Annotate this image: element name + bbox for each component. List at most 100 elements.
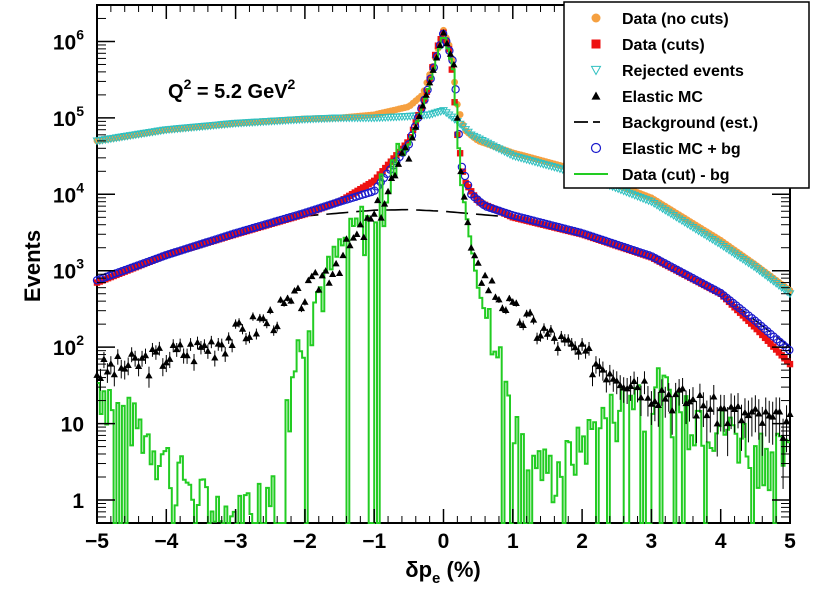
elastic-mc-marker: [533, 334, 541, 341]
rejected-events-marker: [441, 109, 451, 118]
elastic-mc-marker: [647, 400, 655, 407]
elastic-mc-marker: [529, 316, 538, 323]
elastic-mc-marker: [131, 354, 139, 361]
elastic-mc-marker: [581, 347, 590, 354]
x-tick-label: 1: [507, 530, 519, 553]
elastic-mc-marker: [464, 218, 472, 226]
data-cuts-marker: [431, 51, 439, 59]
x-axis-title: δpe (%): [405, 557, 480, 587]
elastic-mc-marker: [329, 270, 337, 278]
y-tick-exponent: 2: [76, 332, 84, 348]
elastic-mc-marker: [349, 234, 358, 241]
elastic-mc-marker: [578, 340, 586, 347]
elastic-mc-marker: [557, 332, 565, 340]
rejected-events-marker: [755, 267, 764, 276]
elastic-mc-marker: [713, 419, 721, 427]
elastic-mc-marker: [422, 91, 430, 98]
elastic-mc-marker: [595, 362, 604, 370]
elastic-mc-marker: [658, 386, 666, 393]
rejected-events-marker: [780, 286, 789, 295]
elastic-mc-marker: [540, 324, 548, 331]
rejected-events-marker: [530, 158, 540, 167]
y-tick-label: 102: [53, 332, 84, 360]
rejected-events-marker: [516, 154, 526, 163]
elastic-mc-marker: [682, 399, 690, 407]
rejected-events-marker: [768, 277, 778, 286]
elastic-mc-marker: [644, 394, 652, 401]
elastic-mc-marker: [221, 350, 229, 357]
elastic-mc-marker: [651, 397, 659, 405]
elastic-mc-marker: [346, 241, 354, 249]
x-tick-label: 4: [715, 530, 727, 553]
elastic-mc-bg-marker: [454, 129, 463, 139]
elastic-mc-marker: [426, 78, 434, 86]
elastic-mc-marker: [460, 193, 468, 200]
elastic-mc-marker: [374, 196, 382, 204]
rejected-events-marker: [533, 159, 543, 168]
elastic-mc-marker: [526, 309, 534, 316]
elastic-mc-marker: [93, 371, 101, 378]
rejected-events-marker: [766, 275, 776, 284]
elastic-mc-marker: [398, 149, 406, 156]
elastic-mc-marker: [162, 358, 170, 366]
elastic-mc-marker: [367, 215, 375, 222]
elastic-mc-marker: [703, 411, 711, 419]
x-tick-label: −1: [362, 530, 386, 553]
elastic-mc-marker: [235, 318, 243, 326]
elastic-mc-marker: [249, 312, 257, 320]
elastic-mc-marker: [110, 370, 118, 378]
elastic-mc-marker: [678, 384, 687, 392]
rejected-events-marker: [641, 196, 651, 205]
rejected-events-marker: [746, 261, 756, 270]
rejected-events-marker: [638, 195, 648, 204]
rejected-events-marker: [635, 194, 645, 203]
elastic-mc-marker: [145, 371, 153, 379]
elastic-mc-marker: [661, 395, 669, 402]
rejected-events-marker: [508, 152, 518, 161]
elastic-mc-marker: [432, 54, 441, 61]
elastic-mc-marker: [762, 407, 770, 415]
elastic-mc-marker: [751, 405, 759, 412]
elastic-mc-marker: [155, 344, 163, 351]
rejected-events-marker: [458, 123, 468, 132]
elastic-mc-marker: [318, 271, 326, 279]
y-tick-base: 10: [53, 108, 76, 131]
rejected-events-marker: [527, 157, 537, 166]
y-tick-base: 10: [53, 31, 76, 54]
legend-swatch-rejected-events: [590, 65, 602, 76]
elastic-mc-marker: [405, 155, 413, 162]
q2-annotation: Q2 = 5.2 GeV2: [168, 76, 296, 103]
elastic-mc-marker: [689, 395, 697, 403]
elastic-mc-marker: [394, 160, 403, 167]
elastic-mc-marker: [640, 377, 649, 384]
elastic-mc-marker: [186, 340, 195, 347]
elastic-mc-marker: [720, 404, 728, 412]
elastic-mc-marker: [114, 352, 122, 359]
x-tick-label: −4: [154, 530, 178, 553]
rejected-events-marker: [622, 188, 631, 197]
rejected-events-marker: [447, 113, 457, 122]
elastic-mc-marker: [498, 304, 507, 312]
elastic-mc-marker: [668, 406, 676, 414]
x-tick-label: −5: [85, 530, 109, 553]
elastic-mc-marker: [193, 338, 202, 346]
x-axis-title-sub: e: [432, 570, 440, 587]
legend-label-data-cut-bg: Data (cut) - bg: [622, 167, 730, 184]
elastic-mc-marker: [200, 341, 209, 349]
elastic-mc-marker: [270, 326, 278, 334]
x-axis-title-main: δp: [405, 557, 432, 582]
elastic-mc-marker: [554, 344, 562, 351]
y-tick-label: 103: [53, 256, 84, 284]
legend-label-rejected-events: Rejected events: [622, 63, 744, 80]
y-tick-label: 105: [53, 103, 84, 131]
legend-swatch-elastic-mc: [591, 91, 601, 100]
legend-label-elastic-mc: Elastic MC: [622, 89, 703, 106]
rejected-events-marker: [760, 271, 770, 280]
x-axis-title-tail: (%): [440, 557, 480, 582]
y-tick-base: 10: [53, 261, 76, 284]
elastic-mc-marker: [488, 277, 496, 284]
elastic-mc-marker: [547, 326, 555, 333]
elastic-mc-marker: [225, 334, 233, 341]
elastic-mc-marker: [599, 366, 607, 373]
